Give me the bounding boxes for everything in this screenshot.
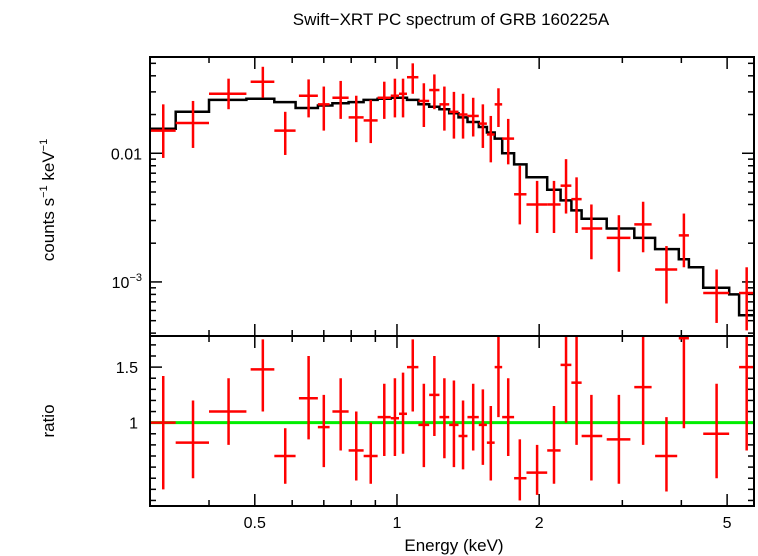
data-point — [571, 336, 582, 445]
data-point — [429, 74, 440, 110]
spectrum-data-points — [150, 63, 754, 331]
data-point — [406, 63, 419, 94]
data-point — [298, 79, 318, 118]
data-point — [606, 394, 631, 484]
data-point — [377, 81, 391, 119]
spectrum-panel: 0.01 10−3 counts s−1 keV−1 — [38, 56, 755, 337]
x-tick-label: 5 — [723, 515, 732, 532]
spectrum-y-axis-label: counts s−1 keV−1 — [38, 139, 58, 261]
ratio-plot-frame — [149, 335, 755, 507]
data-point — [250, 339, 275, 412]
data-point — [390, 78, 400, 118]
spectrum-y-tick-labels: 0.01 10−3 — [111, 146, 142, 292]
data-point — [175, 400, 210, 479]
data-point — [494, 88, 503, 128]
ratio-data-points — [150, 336, 754, 501]
data-point — [317, 86, 330, 131]
data-point — [332, 80, 349, 119]
data-point — [406, 339, 419, 412]
data-point — [478, 104, 487, 148]
data-point — [514, 165, 527, 225]
x-tick-label: 1 — [393, 515, 402, 532]
data-point — [486, 406, 495, 481]
data-point — [560, 336, 572, 423]
data-point — [458, 400, 468, 470]
y-tick-label: 1.5 — [116, 360, 138, 377]
data-point — [739, 336, 754, 451]
data-point — [418, 383, 430, 468]
y-tick-label: 10−3 — [112, 272, 142, 292]
data-point — [547, 406, 561, 484]
data-point — [494, 336, 503, 418]
data-point — [502, 378, 515, 456]
data-point — [399, 372, 407, 454]
data-point — [418, 83, 430, 128]
data-point — [363, 99, 378, 144]
data-point — [332, 378, 349, 451]
data-point — [467, 383, 479, 451]
data-point — [581, 394, 603, 481]
x-tick-label: 0.5 — [244, 515, 266, 532]
data-point — [458, 93, 468, 139]
data-point — [655, 246, 678, 304]
data-point — [467, 97, 479, 137]
data-point — [317, 394, 330, 468]
data-point — [175, 100, 210, 148]
data-point — [439, 86, 450, 131]
data-point — [429, 356, 440, 436]
data-point — [478, 389, 487, 465]
data-point — [560, 159, 572, 214]
data-point — [250, 66, 275, 98]
data-point — [606, 215, 631, 272]
data-point — [390, 378, 400, 456]
x-tick-label: 2 — [535, 515, 544, 532]
energy-x-tick-labels: 0.5 1 2 5 — [244, 515, 732, 532]
model-step-curve — [150, 96, 754, 317]
data-point — [703, 383, 730, 479]
data-point — [678, 336, 689, 429]
model-curve — [150, 96, 754, 317]
ratio-panel: 11.5 0.5 1 2 5 ratio Energy (keV) — [39, 335, 755, 555]
data-point — [634, 201, 652, 253]
data-point — [274, 428, 296, 484]
data-point — [739, 267, 754, 331]
data-point — [150, 104, 176, 158]
data-point — [274, 111, 296, 155]
data-point — [547, 180, 561, 234]
data-point — [348, 411, 364, 481]
energy-x-axis-label: Energy (keV) — [404, 536, 503, 555]
y-tick-label: 0.01 — [111, 146, 142, 163]
data-point — [514, 439, 527, 501]
data-point — [377, 383, 391, 456]
y-tick-label: 1 — [129, 416, 138, 433]
data-point — [703, 269, 730, 323]
data-point — [439, 378, 450, 459]
data-point — [571, 177, 582, 234]
data-point — [581, 204, 603, 260]
data-point — [209, 78, 247, 110]
data-point — [678, 213, 689, 268]
data-point — [526, 444, 548, 495]
ratio-y-axis-label: ratio — [39, 404, 58, 437]
data-point — [502, 118, 515, 165]
data-point — [526, 180, 548, 234]
data-point — [655, 417, 678, 492]
chart-title: Swift−XRT PC spectrum of GRB 160225A — [293, 10, 610, 29]
ratio-axis-ticks — [149, 336, 754, 506]
data-point — [399, 78, 407, 118]
data-point — [449, 380, 459, 468]
ratio-y-tick-labels: 11.5 — [116, 360, 138, 433]
data-point — [150, 376, 176, 490]
data-point — [634, 336, 652, 445]
data-point — [298, 356, 318, 440]
data-point — [363, 422, 378, 484]
data-point — [209, 378, 247, 445]
data-point — [348, 95, 364, 143]
data-point — [486, 115, 495, 163]
data-point — [449, 91, 459, 139]
